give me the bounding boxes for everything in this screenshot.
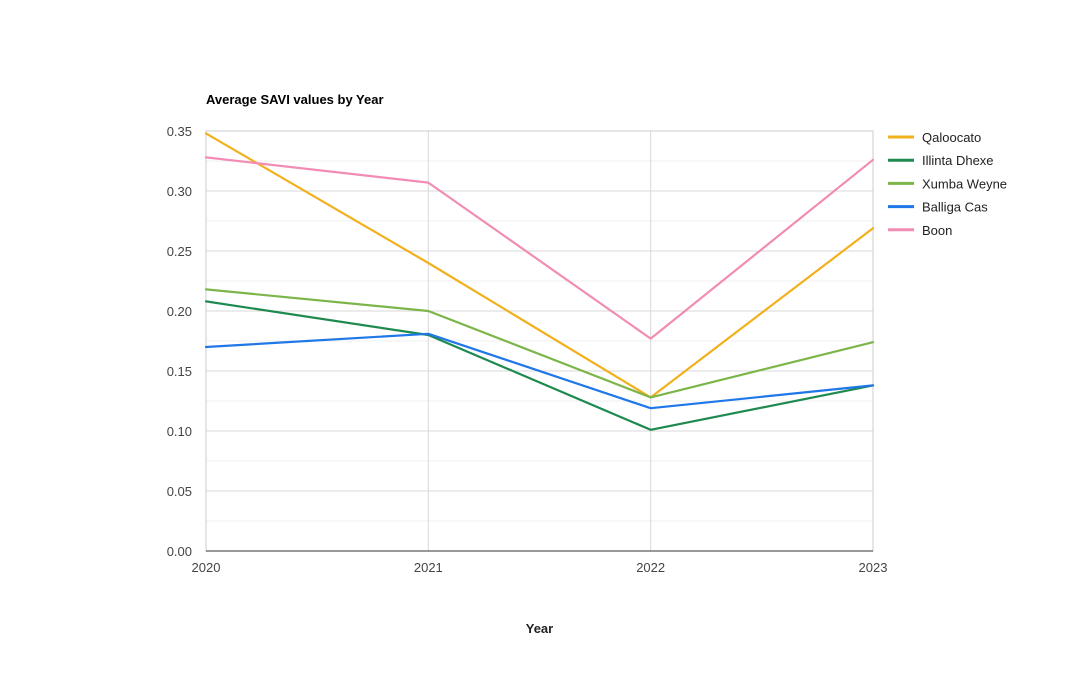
y-axis-ticks: 0.00 0.05 0.10 0.15 0.20 0.25 0.30 0.35 bbox=[167, 124, 192, 559]
chart-title: Average SAVI values by Year bbox=[206, 92, 384, 107]
y-tick-label: 0.25 bbox=[167, 244, 192, 259]
series-line-boon bbox=[204, 156, 875, 340]
x-axis-ticks: 2020 2021 2022 2023 bbox=[192, 560, 888, 575]
x-tick-label: 2023 bbox=[859, 560, 888, 575]
legend-item: Qaloocato bbox=[888, 130, 981, 145]
series-line-xumba-weyne bbox=[204, 288, 875, 399]
y-tick-label: 0.15 bbox=[167, 364, 192, 379]
x-axis-title: Year bbox=[526, 621, 553, 636]
legend-label: Xumba Weyne bbox=[922, 176, 1007, 191]
x-tick-label: 2022 bbox=[636, 560, 665, 575]
major-gridlines bbox=[206, 131, 873, 551]
legend-item: Boon bbox=[888, 223, 952, 238]
y-tick-label: 0.10 bbox=[167, 424, 192, 439]
legend-label: Qaloocato bbox=[922, 130, 981, 145]
series-lines bbox=[204, 132, 875, 431]
x-tick-label: 2020 bbox=[192, 560, 221, 575]
legend-label: Boon bbox=[922, 223, 952, 238]
x-tick-label: 2021 bbox=[414, 560, 443, 575]
legend-item: Illinta Dhexe bbox=[888, 153, 994, 168]
y-tick-label: 0.30 bbox=[167, 184, 192, 199]
y-tick-label: 0.00 bbox=[167, 544, 192, 559]
y-tick-label: 0.35 bbox=[167, 124, 192, 139]
legend: Qaloocato Illinta Dhexe Xumba Weyne Balliga… bbox=[888, 130, 1007, 238]
legend-label: Illinta Dhexe bbox=[922, 153, 994, 168]
series-line-balliga-cas bbox=[204, 332, 875, 410]
legend-item: Xumba Weyne bbox=[888, 176, 1007, 191]
legend-item: Balliga Cas bbox=[888, 200, 988, 215]
legend-label: Balliga Cas bbox=[922, 200, 988, 215]
series-line-illinta-dhexe bbox=[204, 300, 875, 431]
series-line-qaloocato bbox=[204, 132, 875, 399]
y-tick-label: 0.05 bbox=[167, 484, 192, 499]
y-tick-label: 0.20 bbox=[167, 304, 192, 319]
